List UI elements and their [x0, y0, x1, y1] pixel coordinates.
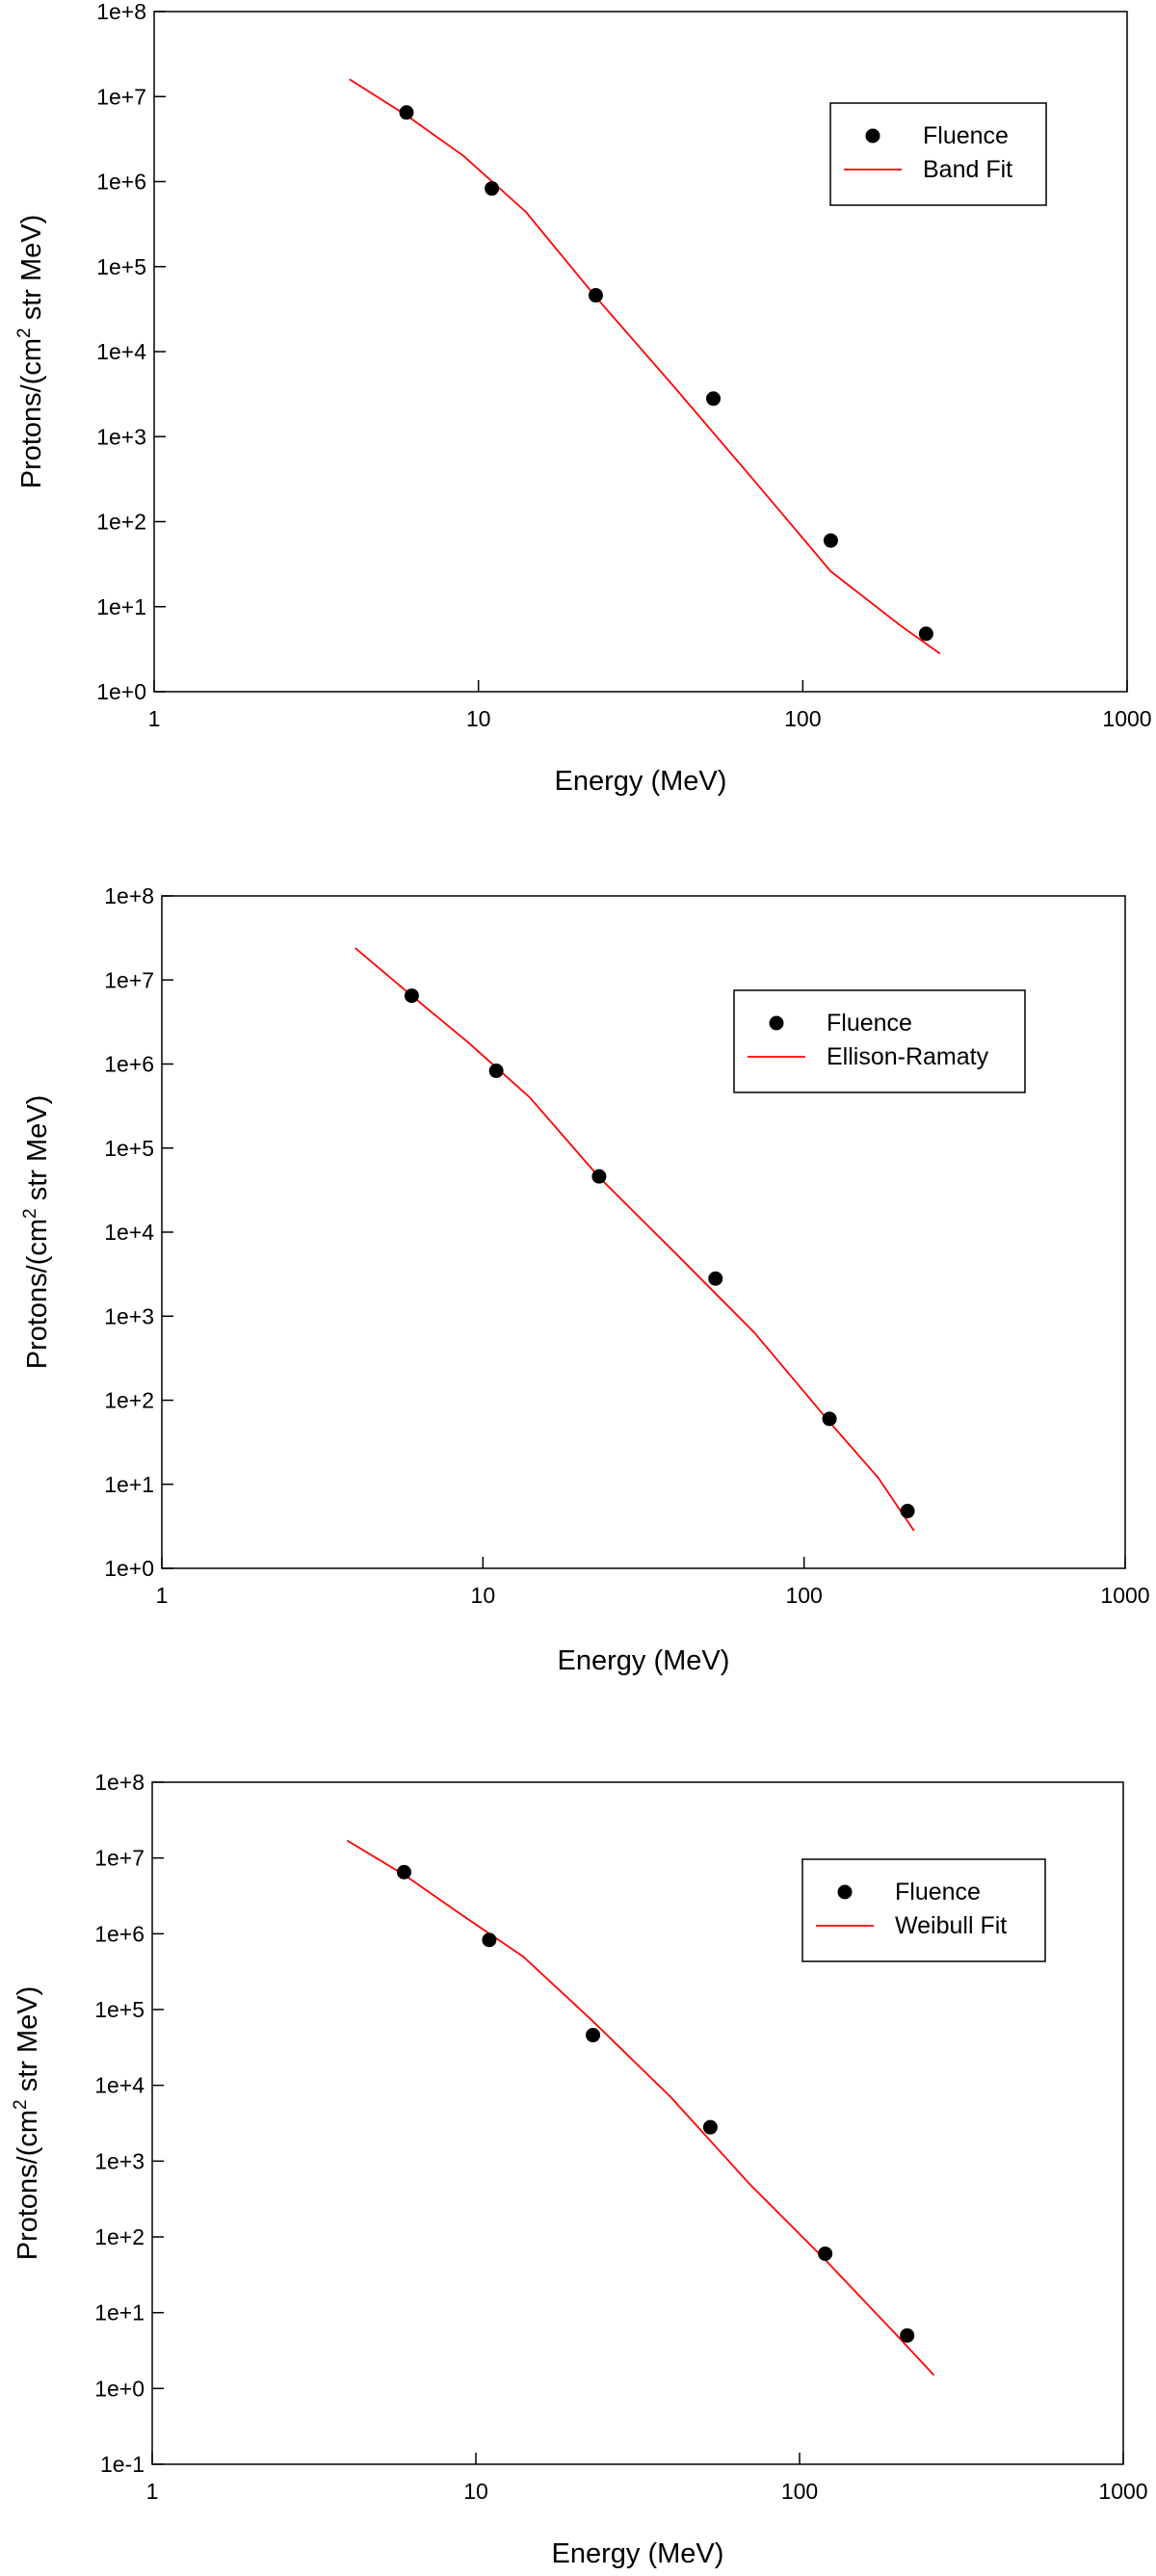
legend-label: Fluence: [895, 1879, 981, 1906]
y-tick-label: 1e+0: [94, 2376, 144, 2401]
legend-label: Fluence: [827, 1010, 912, 1037]
data-point: [822, 1411, 837, 1427]
legend: Fluence Ellison-Ramaty: [733, 989, 1026, 1093]
y-tick-label: 1e-1: [100, 2452, 144, 2477]
data-point: [900, 2327, 915, 2343]
x-axis-label: Energy (MeV): [558, 1645, 730, 1676]
legend: Fluence Band Fit: [829, 102, 1047, 206]
data-point: [706, 391, 722, 407]
y-tick-label: 1e+6: [94, 1921, 144, 1946]
y-tick-label: 1e+1: [96, 594, 146, 619]
legend-box: [829, 102, 1047, 206]
data-point: [488, 1064, 504, 1079]
y-tick-label: 1e+2: [94, 2224, 144, 2249]
data-point: [399, 105, 414, 120]
y-tick-label: 1e+6: [96, 170, 146, 195]
y-tick-label: 1e+6: [104, 1052, 154, 1077]
x-tick-label: 10: [466, 706, 491, 731]
data-point: [900, 1504, 915, 1519]
data-point: [818, 2246, 833, 2261]
y-tick-label: 1e+2: [96, 510, 146, 535]
y-axis-label-main: Protons/(cm: [16, 338, 47, 488]
x-axis-label: Energy (MeV): [552, 2538, 724, 2569]
fit-line: [346, 1839, 935, 2377]
data-point: [396, 1864, 411, 1879]
data-point: [918, 626, 933, 642]
x-tick-label: 10: [463, 2479, 488, 2504]
data-point: [482, 1932, 497, 1948]
y-axis-label-superscript: 2: [11, 2099, 31, 2110]
x-axis-label: Energy (MeV): [555, 766, 727, 797]
y-tick-label: 1e+0: [96, 679, 146, 704]
y-tick-label: 1e+1: [104, 1472, 154, 1497]
y-tick-label: 1e+3: [96, 424, 146, 449]
legend-label: Weibull Fit: [895, 1912, 1007, 1939]
legend-box: [801, 1858, 1046, 1962]
x-tick-label: 1: [156, 1583, 169, 1608]
y-axis-label: Protons/(cm2 str MeV): [11, 1986, 43, 2261]
y-tick-label: 1e+5: [104, 1136, 154, 1161]
x-tick-label: 1: [146, 2479, 159, 2504]
y-axis-label-superscript: 2: [20, 1208, 40, 1219]
data-point: [586, 2028, 601, 2043]
x-tick-label: 10: [471, 1583, 496, 1608]
y-tick-label: 1e+3: [104, 1303, 154, 1328]
chart-panel: 1e-1 1e+0 1e+1 1e+2 1e+3 1e+4 1e+5 1e+6 1e+7 1e+8…: [11, 1770, 1148, 2569]
data-point: [702, 2119, 718, 2135]
y-tick-label: 1e+8: [104, 883, 154, 908]
y-axis-label-rest: str MeV): [22, 1095, 53, 1209]
data-point: [588, 288, 603, 303]
legend-marker: [865, 128, 880, 144]
legend-label: Fluence: [923, 122, 1009, 149]
y-axis-label: Protons/(cm2 str MeV): [14, 215, 47, 489]
y-tick-label: 1e+0: [104, 1556, 154, 1581]
y-tick-label: 1e+1: [94, 2300, 144, 2326]
y-tick-label: 1e+7: [94, 1846, 144, 1871]
plot-frame: [151, 1781, 1124, 2465]
data-point: [485, 181, 500, 197]
y-tick-label: 1e+7: [104, 967, 154, 992]
y-axis-label-rest: str MeV): [16, 215, 47, 329]
x-tick-label: 100: [781, 2479, 818, 2504]
y-tick-label: 1e+7: [96, 84, 146, 109]
fit-line: [349, 78, 941, 655]
legend-label: Ellison-Ramaty: [827, 1043, 989, 1070]
y-axis-label-main: Protons/(cm: [13, 2110, 43, 2260]
chart-panel: 1e+0 1e+1 1e+2 1e+3 1e+4 1e+5 1e+6 1e+7 1e+8 1 10 1…: [20, 883, 1150, 1676]
y-tick-label: 1e+4: [104, 1220, 154, 1245]
legend-box: [733, 989, 1026, 1093]
y-tick-label: 1e+5: [96, 254, 146, 279]
legend-label: Band Fit: [923, 156, 1012, 183]
y-tick-label: 1e+4: [96, 339, 146, 364]
y-tick-label: 1e+2: [104, 1388, 154, 1413]
legend-marker: [837, 1884, 853, 1900]
y-tick-label: 1e+4: [94, 2073, 144, 2098]
x-tick-label: 1000: [1100, 1583, 1149, 1608]
y-axis-label-superscript: 2: [14, 328, 35, 338]
data-point: [823, 533, 838, 548]
data-point: [591, 1169, 607, 1184]
y-axis-label-main: Protons/(cm: [22, 1219, 53, 1369]
data-point: [708, 1271, 723, 1286]
y-axis-label-rest: str MeV): [13, 1986, 43, 2100]
legend-marker: [769, 1015, 784, 1031]
y-axis-label: Protons/(cm2 str MeV): [20, 1095, 53, 1370]
y-tick-label: 1e+8: [94, 1770, 144, 1795]
x-tick-label: 100: [784, 706, 821, 731]
data-point: [404, 988, 419, 1004]
y-tick-label: 1e+3: [94, 2148, 144, 2173]
chart-panel: 1e+0 1e+1 1e+2 1e+3 1e+4 1e+5 1e+6 1e+7 1e+8 1 10 1…: [14, 0, 1152, 797]
y-tick-label: 1e+5: [94, 1997, 144, 2022]
x-tick-label: 1000: [1098, 2479, 1147, 2504]
y-tick-label: 1e+8: [96, 0, 146, 24]
x-tick-label: 1: [148, 706, 161, 731]
x-tick-label: 1000: [1102, 706, 1151, 731]
fit-line: [355, 947, 915, 1532]
x-tick-label: 100: [785, 1583, 822, 1608]
legend: Fluence Weibull Fit: [801, 1858, 1046, 1962]
